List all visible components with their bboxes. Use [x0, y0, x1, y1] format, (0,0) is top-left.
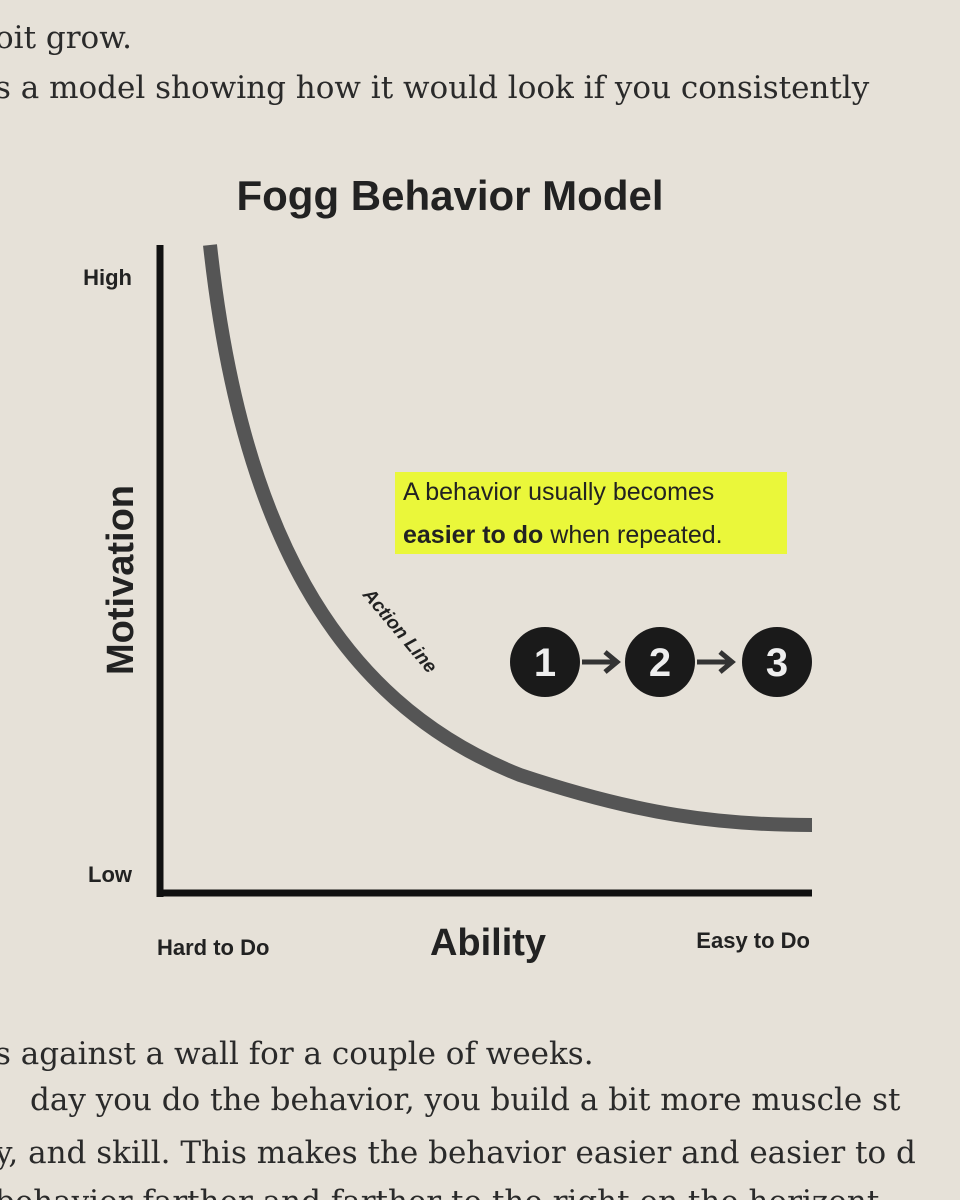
text-line: oit grow. — [0, 20, 132, 56]
text-line: s a model showing how it would look if y… — [0, 70, 870, 106]
text-line: y, and skill. This makes the behavior ea… — [0, 1135, 916, 1171]
text-line: behavior farther and farther to the righ… — [0, 1184, 880, 1200]
x-start: Hard to Do — [157, 935, 269, 960]
action-line — [203, 244, 813, 832]
step-number: 3 — [766, 641, 788, 685]
diagram-title: Fogg Behavior Model — [236, 172, 663, 219]
arrow — [697, 650, 736, 674]
step-number: 2 — [649, 641, 671, 685]
step-circle — [510, 627, 580, 697]
x-end: Easy to Do — [696, 928, 810, 953]
note-line: easier to do when repeated. — [403, 521, 723, 549]
y-axis-label: Motivation — [100, 485, 142, 675]
y-high: High — [83, 265, 132, 290]
steps: 1 2 3 — [510, 627, 812, 697]
note-bold: easier to do — [403, 521, 543, 549]
step-circle — [742, 627, 812, 697]
note-rest: when repeated. — [549, 521, 722, 549]
text-line: day you do the behavior, you build a bit… — [30, 1082, 901, 1118]
step-number: 1 — [534, 641, 556, 685]
arrow — [582, 650, 621, 674]
note-line: A behavior usually becomes — [403, 478, 714, 506]
y-low: Low — [88, 862, 133, 887]
step-circle — [625, 627, 695, 697]
text-line: s against a wall for a couple of weeks. — [0, 1036, 594, 1072]
x-axis-label: Ability — [430, 922, 546, 964]
highlight — [395, 472, 787, 554]
